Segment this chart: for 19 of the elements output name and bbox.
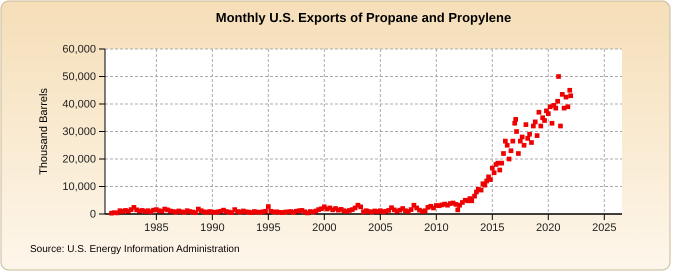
y-tick-label: 20,000 <box>62 154 96 166</box>
x-tick-label: 2005 <box>368 222 393 234</box>
x-tick-label: 2020 <box>536 222 561 234</box>
y-tick-label: 10,000 <box>62 181 96 194</box>
x-tick-label: 1995 <box>256 222 281 234</box>
y-axis-title: Thousand Barrels <box>38 88 50 175</box>
y-tick-label: 0 <box>90 208 96 221</box>
source-note: Source: U.S. Energy Information Administration <box>30 244 240 255</box>
y-tick-label: 50,000 <box>62 71 96 84</box>
x-tick-label: 2025 <box>592 222 617 234</box>
y-tick-label: 30,000 <box>62 126 96 138</box>
x-tick-label: 2000 <box>312 222 337 234</box>
x-tick-label: 2015 <box>480 222 505 234</box>
x-tick-label: 1985 <box>144 222 169 234</box>
chart-title: Monthly U.S. Exports of Propane and Propylene <box>216 10 512 25</box>
y-tick-label: 60,000 <box>62 44 96 56</box>
y-tick-label: 40,000 <box>62 98 96 111</box>
x-tick-label: 1990 <box>200 222 225 234</box>
x-tick-label: 2010 <box>424 222 449 234</box>
